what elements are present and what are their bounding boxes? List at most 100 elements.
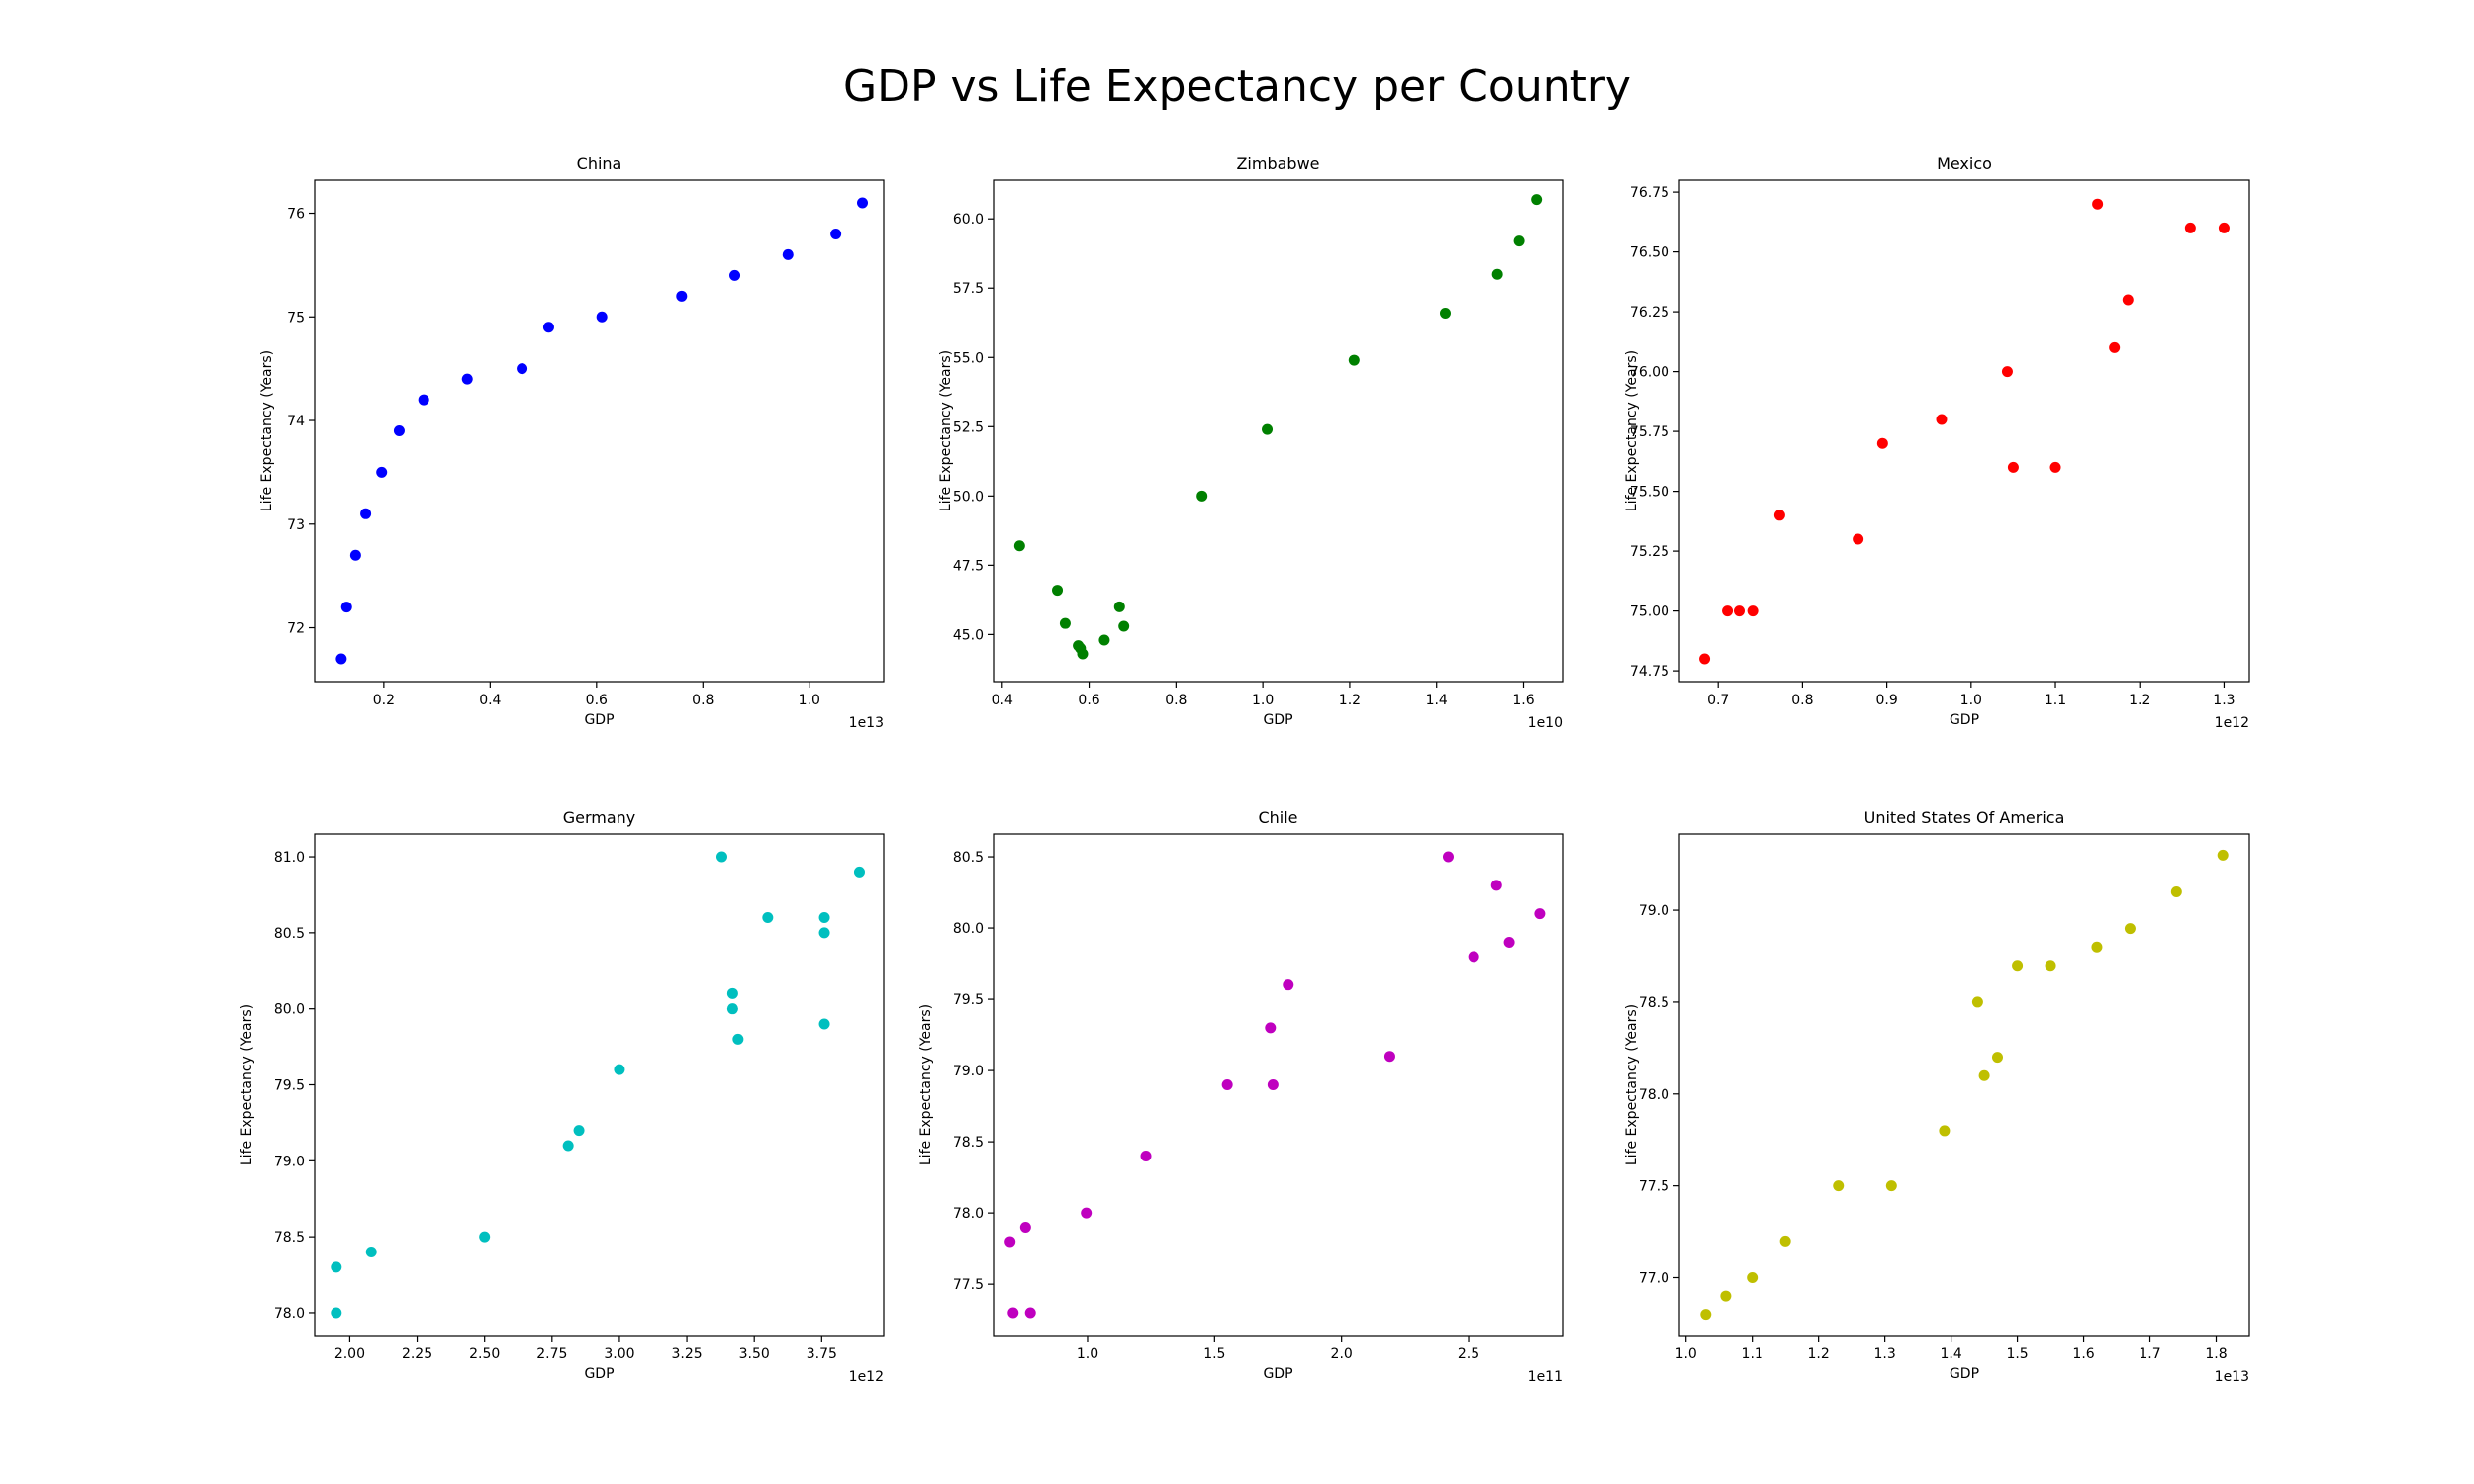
y-tick-label: 79.5 bbox=[953, 992, 984, 1008]
x-tick-label: 1.8 bbox=[2205, 1346, 2227, 1362]
data-point bbox=[1490, 880, 1502, 891]
subplot-3: Mexico 0.7 0.8 0.9 1.0 1.1 1.2 1.3 74.75 75.00 75.… bbox=[1624, 154, 2250, 731]
data-point bbox=[1283, 979, 1294, 991]
data-point bbox=[676, 290, 688, 302]
y-tick-label: 78.0 bbox=[274, 1306, 305, 1322]
data-point bbox=[2218, 222, 2230, 233]
y-tick-label: 80.5 bbox=[953, 850, 984, 866]
y-axis-label: Life Expectancy (Years) bbox=[918, 1004, 934, 1165]
data-point bbox=[1773, 510, 1785, 521]
y-tick-label: 78.0 bbox=[953, 1206, 984, 1222]
x-tick-label: 2.5 bbox=[1458, 1346, 1479, 1362]
x-tick-label: 1.3 bbox=[1873, 1346, 1895, 1362]
x-tick-label: 1.0 bbox=[1077, 1346, 1098, 1362]
data-point bbox=[331, 1261, 342, 1273]
x-tick-label: 0.4 bbox=[992, 693, 1013, 708]
data-point bbox=[542, 322, 554, 333]
y-tick-label: 79.0 bbox=[953, 1064, 984, 1079]
axes-frame bbox=[314, 179, 885, 683]
subplot-title: Mexico bbox=[1937, 154, 1992, 173]
y-tick-label: 81.0 bbox=[274, 850, 305, 866]
y-tick-label: 80.0 bbox=[274, 1002, 305, 1018]
data-point bbox=[818, 912, 830, 923]
x-tick-label: 3.00 bbox=[604, 1346, 634, 1362]
data-point bbox=[1113, 601, 1125, 612]
x-tick-label: 2.75 bbox=[536, 1346, 567, 1362]
y-tick-label: 78.5 bbox=[1639, 995, 1669, 1011]
data-point bbox=[857, 197, 869, 209]
x-tick-label: 1.0 bbox=[799, 693, 820, 708]
data-point bbox=[2184, 222, 2196, 233]
y-tick-label: 74.75 bbox=[1630, 664, 1669, 680]
subplot-6: United States Of America 1.0 1.1 1.2 1.3 1.4 1… bbox=[1624, 808, 2250, 1385]
x-tick-label: 1.5 bbox=[1203, 1346, 1225, 1362]
x-tick-label: 1.0 bbox=[1960, 693, 1982, 708]
y-tick-label: 77.5 bbox=[1639, 1179, 1669, 1195]
y-tick-label: 52.5 bbox=[953, 419, 984, 435]
x-tick-label: 0.6 bbox=[1078, 693, 1099, 708]
x-tick-label: 1.7 bbox=[2139, 1346, 2160, 1362]
data-point bbox=[1747, 1272, 1759, 1283]
x-axis-label: GDP bbox=[1950, 712, 1979, 728]
y-tick-label: 75.75 bbox=[1630, 424, 1669, 440]
data-point bbox=[335, 653, 347, 665]
data-point bbox=[1491, 268, 1503, 280]
y-tick-label: 76.25 bbox=[1630, 305, 1669, 321]
data-point bbox=[1779, 1235, 1791, 1247]
data-point bbox=[1531, 194, 1543, 206]
data-point bbox=[340, 602, 352, 613]
data-point bbox=[596, 311, 608, 323]
y-tick-label: 75 bbox=[287, 310, 305, 325]
axes-frame bbox=[993, 179, 1564, 683]
data-point bbox=[1052, 585, 1064, 597]
y-tick-label: 75.25 bbox=[1630, 544, 1669, 560]
data-point bbox=[1019, 1222, 1031, 1234]
x-tick-label: 2.25 bbox=[402, 1346, 432, 1362]
x-offset-multiplier: 1e13 bbox=[849, 715, 884, 731]
data-point bbox=[1007, 1307, 1019, 1319]
y-tick-label: 79.5 bbox=[274, 1078, 305, 1094]
data-point bbox=[614, 1064, 625, 1075]
x-offset-multiplier: 1e10 bbox=[1528, 715, 1563, 731]
data-point bbox=[853, 866, 865, 878]
y-tick-label: 57.5 bbox=[953, 281, 984, 297]
subplot-title: United States Of America bbox=[1864, 808, 2065, 827]
data-point bbox=[2217, 849, 2229, 861]
data-point bbox=[1513, 235, 1525, 247]
data-point bbox=[2001, 366, 2013, 378]
data-point bbox=[1442, 851, 1454, 863]
data-point bbox=[2007, 461, 2019, 473]
y-tick-label: 76.75 bbox=[1630, 185, 1669, 201]
y-tick-label: 47.5 bbox=[953, 558, 984, 574]
x-tick-label: 1.4 bbox=[1940, 1346, 1961, 1362]
y-axis-label: Life Expectancy (Years) bbox=[239, 1004, 255, 1165]
x-tick-label: 1.2 bbox=[1808, 1346, 1830, 1362]
data-point bbox=[349, 549, 361, 561]
x-tick-label: 2.50 bbox=[469, 1346, 500, 1362]
y-tick-label: 75.00 bbox=[1630, 604, 1669, 620]
data-point bbox=[830, 228, 842, 239]
data-point bbox=[2092, 198, 2104, 210]
data-point bbox=[1722, 605, 1734, 617]
data-point bbox=[2091, 941, 2103, 953]
data-point bbox=[1720, 1290, 1732, 1302]
figure-title: GDP vs Life Expectancy per Country bbox=[843, 61, 1631, 112]
x-axis-label: GDP bbox=[1950, 1366, 1979, 1382]
x-tick-label: 1.1 bbox=[1742, 1346, 1763, 1362]
subplot-5: Chile 1.0 1.5 2.0 2.5 77.5 78.0 78.5 79.0 79.5 80.… bbox=[918, 808, 1564, 1385]
y-tick-label: 75.50 bbox=[1630, 485, 1669, 501]
y-tick-label: 73 bbox=[287, 517, 305, 533]
data-point bbox=[1699, 653, 1711, 665]
data-point bbox=[1098, 634, 1110, 646]
data-point bbox=[1004, 1236, 1016, 1248]
x-offset-multiplier: 1e12 bbox=[849, 1369, 884, 1385]
data-point bbox=[1978, 1069, 1990, 1081]
data-point bbox=[1833, 1180, 1845, 1192]
data-point bbox=[1936, 414, 1948, 425]
data-point bbox=[393, 425, 405, 436]
data-point bbox=[418, 394, 429, 406]
data-point bbox=[2012, 960, 2024, 972]
data-point bbox=[1939, 1125, 1951, 1137]
data-point bbox=[1991, 1052, 2003, 1064]
data-point bbox=[1267, 1079, 1279, 1090]
